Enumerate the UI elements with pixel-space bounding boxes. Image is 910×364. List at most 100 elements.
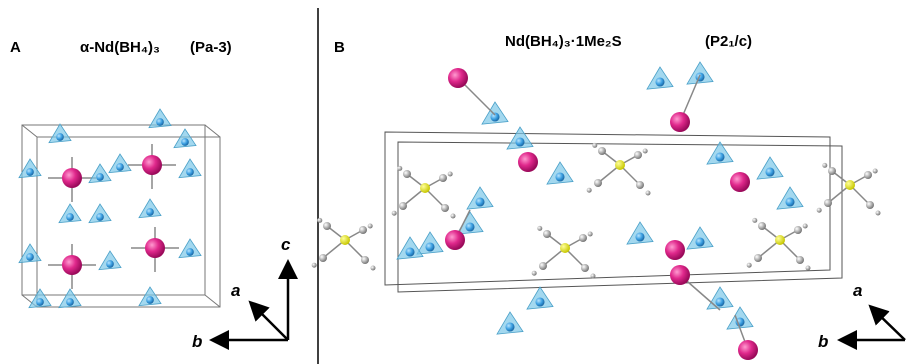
space-group: (Pa-3)	[190, 39, 232, 56]
axis-label: c	[281, 235, 291, 254]
hydrogen	[317, 218, 322, 223]
boron	[765, 167, 774, 176]
hydrogen	[587, 188, 592, 193]
boron	[655, 77, 664, 86]
boron	[146, 208, 154, 216]
boron	[26, 253, 34, 261]
hydrogen	[643, 149, 648, 154]
hydrogen	[646, 191, 651, 196]
formula: α-Nd(BH₄)₃	[80, 39, 160, 56]
nd-atom	[145, 238, 165, 258]
hydrogen	[451, 214, 456, 219]
boron	[635, 232, 644, 241]
boron	[66, 298, 74, 306]
boron	[475, 197, 484, 206]
hydrogen	[873, 169, 878, 174]
carbon	[594, 179, 602, 187]
boron	[715, 152, 724, 161]
carbon	[399, 202, 407, 210]
sulfur	[340, 235, 350, 245]
hydrogen	[803, 224, 808, 229]
boron	[490, 112, 499, 121]
hydrogen	[532, 271, 537, 276]
carbon	[634, 151, 642, 159]
hydrogen	[591, 274, 596, 279]
carbon	[598, 147, 606, 155]
hydrogen	[817, 208, 822, 213]
axis-label: a	[231, 281, 240, 300]
sulfur	[775, 235, 785, 245]
hydrogen	[592, 143, 597, 148]
nd-atom	[518, 152, 538, 172]
carbon	[636, 181, 644, 189]
boron	[695, 237, 704, 246]
hydrogen	[537, 226, 542, 231]
hydrogen	[448, 172, 453, 177]
carbon	[441, 204, 449, 212]
panel-label: A	[10, 39, 21, 56]
boron	[785, 197, 794, 206]
carbon	[758, 222, 766, 230]
unit-cell	[22, 125, 220, 307]
nd-atom	[670, 265, 690, 285]
panel-label: B	[334, 39, 345, 56]
hydrogen	[588, 232, 593, 237]
boron	[96, 173, 104, 181]
hydrogen	[806, 266, 811, 271]
boron	[465, 222, 474, 231]
carbon	[319, 254, 327, 262]
carbon	[579, 234, 587, 242]
carbon	[439, 174, 447, 182]
structure	[19, 62, 881, 360]
sulfur	[845, 180, 855, 190]
figure: A α-Nd(BH₄)₃ (Pa-3) B Nd(BH₄)₃·1Me₂S (P2…	[0, 0, 910, 364]
carbon	[361, 256, 369, 264]
unit-cell	[385, 132, 842, 292]
boron	[186, 168, 194, 176]
nd-atom	[445, 230, 465, 250]
boron	[146, 296, 154, 304]
carbon	[824, 199, 832, 207]
nd-atom	[62, 168, 82, 188]
boron	[26, 168, 34, 176]
boron	[555, 172, 564, 181]
axis-label: a	[853, 281, 862, 300]
boron	[36, 298, 44, 306]
hydrogen	[747, 263, 752, 268]
carbon	[543, 230, 551, 238]
nd-atom	[665, 240, 685, 260]
carbon	[864, 171, 872, 179]
nd-atom	[448, 68, 468, 88]
boron	[515, 137, 524, 146]
boron	[156, 118, 164, 126]
hydrogen	[397, 166, 402, 171]
hydrogen	[876, 211, 881, 216]
boron	[96, 213, 104, 221]
formula: Nd(BH₄)₃·1Me₂S	[505, 33, 622, 50]
space-group: (P2₁/c)	[705, 33, 752, 50]
hydrogen	[392, 211, 397, 216]
page: A α-Nd(BH₄)₃ (Pa-3) B Nd(BH₄)₃·1Me₂S (P2…	[0, 0, 910, 364]
sulfur	[420, 183, 430, 193]
carbon	[754, 254, 762, 262]
carbon	[828, 167, 836, 175]
boron	[181, 138, 189, 146]
boron	[405, 247, 414, 256]
carbon	[866, 201, 874, 209]
hydrogen	[368, 224, 373, 229]
carbon	[796, 256, 804, 264]
carbon	[323, 222, 331, 230]
boron	[695, 72, 704, 81]
boron	[535, 297, 544, 306]
carbon	[794, 226, 802, 234]
sulfur	[560, 243, 570, 253]
axis-label: b	[192, 332, 202, 351]
nd-atom	[142, 155, 162, 175]
boron	[116, 163, 124, 171]
boron	[106, 260, 114, 268]
boron	[56, 133, 64, 141]
boron	[66, 213, 74, 221]
boron	[715, 297, 724, 306]
boron	[186, 248, 194, 256]
boron	[425, 242, 434, 251]
